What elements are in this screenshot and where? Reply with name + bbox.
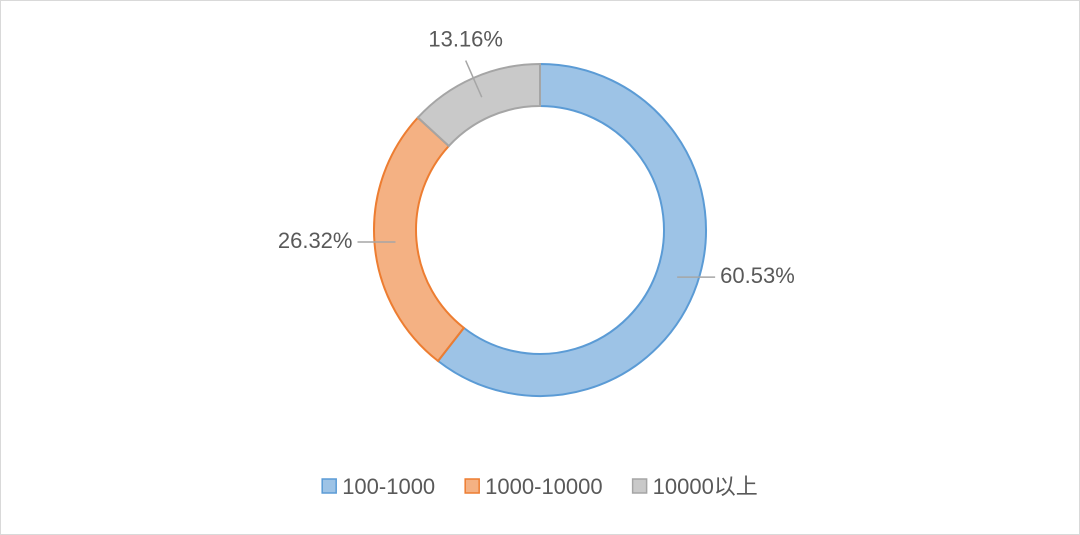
data-label: 60.53%: [720, 263, 795, 288]
leader-line: [464, 60, 483, 98]
legend-swatch: [631, 478, 648, 494]
data-label: 13.16%: [428, 26, 503, 51]
legend-label: 100-1000: [342, 474, 435, 499]
data-label: 26.32%: [278, 228, 353, 253]
legend-label: 1000-10000: [485, 474, 602, 499]
legend-swatch: [464, 478, 480, 494]
legend-label: 10000以上: [653, 474, 758, 499]
legend-swatch: [321, 478, 337, 494]
donut-slice: [436, 62, 707, 397]
donut-slice: [416, 62, 541, 148]
